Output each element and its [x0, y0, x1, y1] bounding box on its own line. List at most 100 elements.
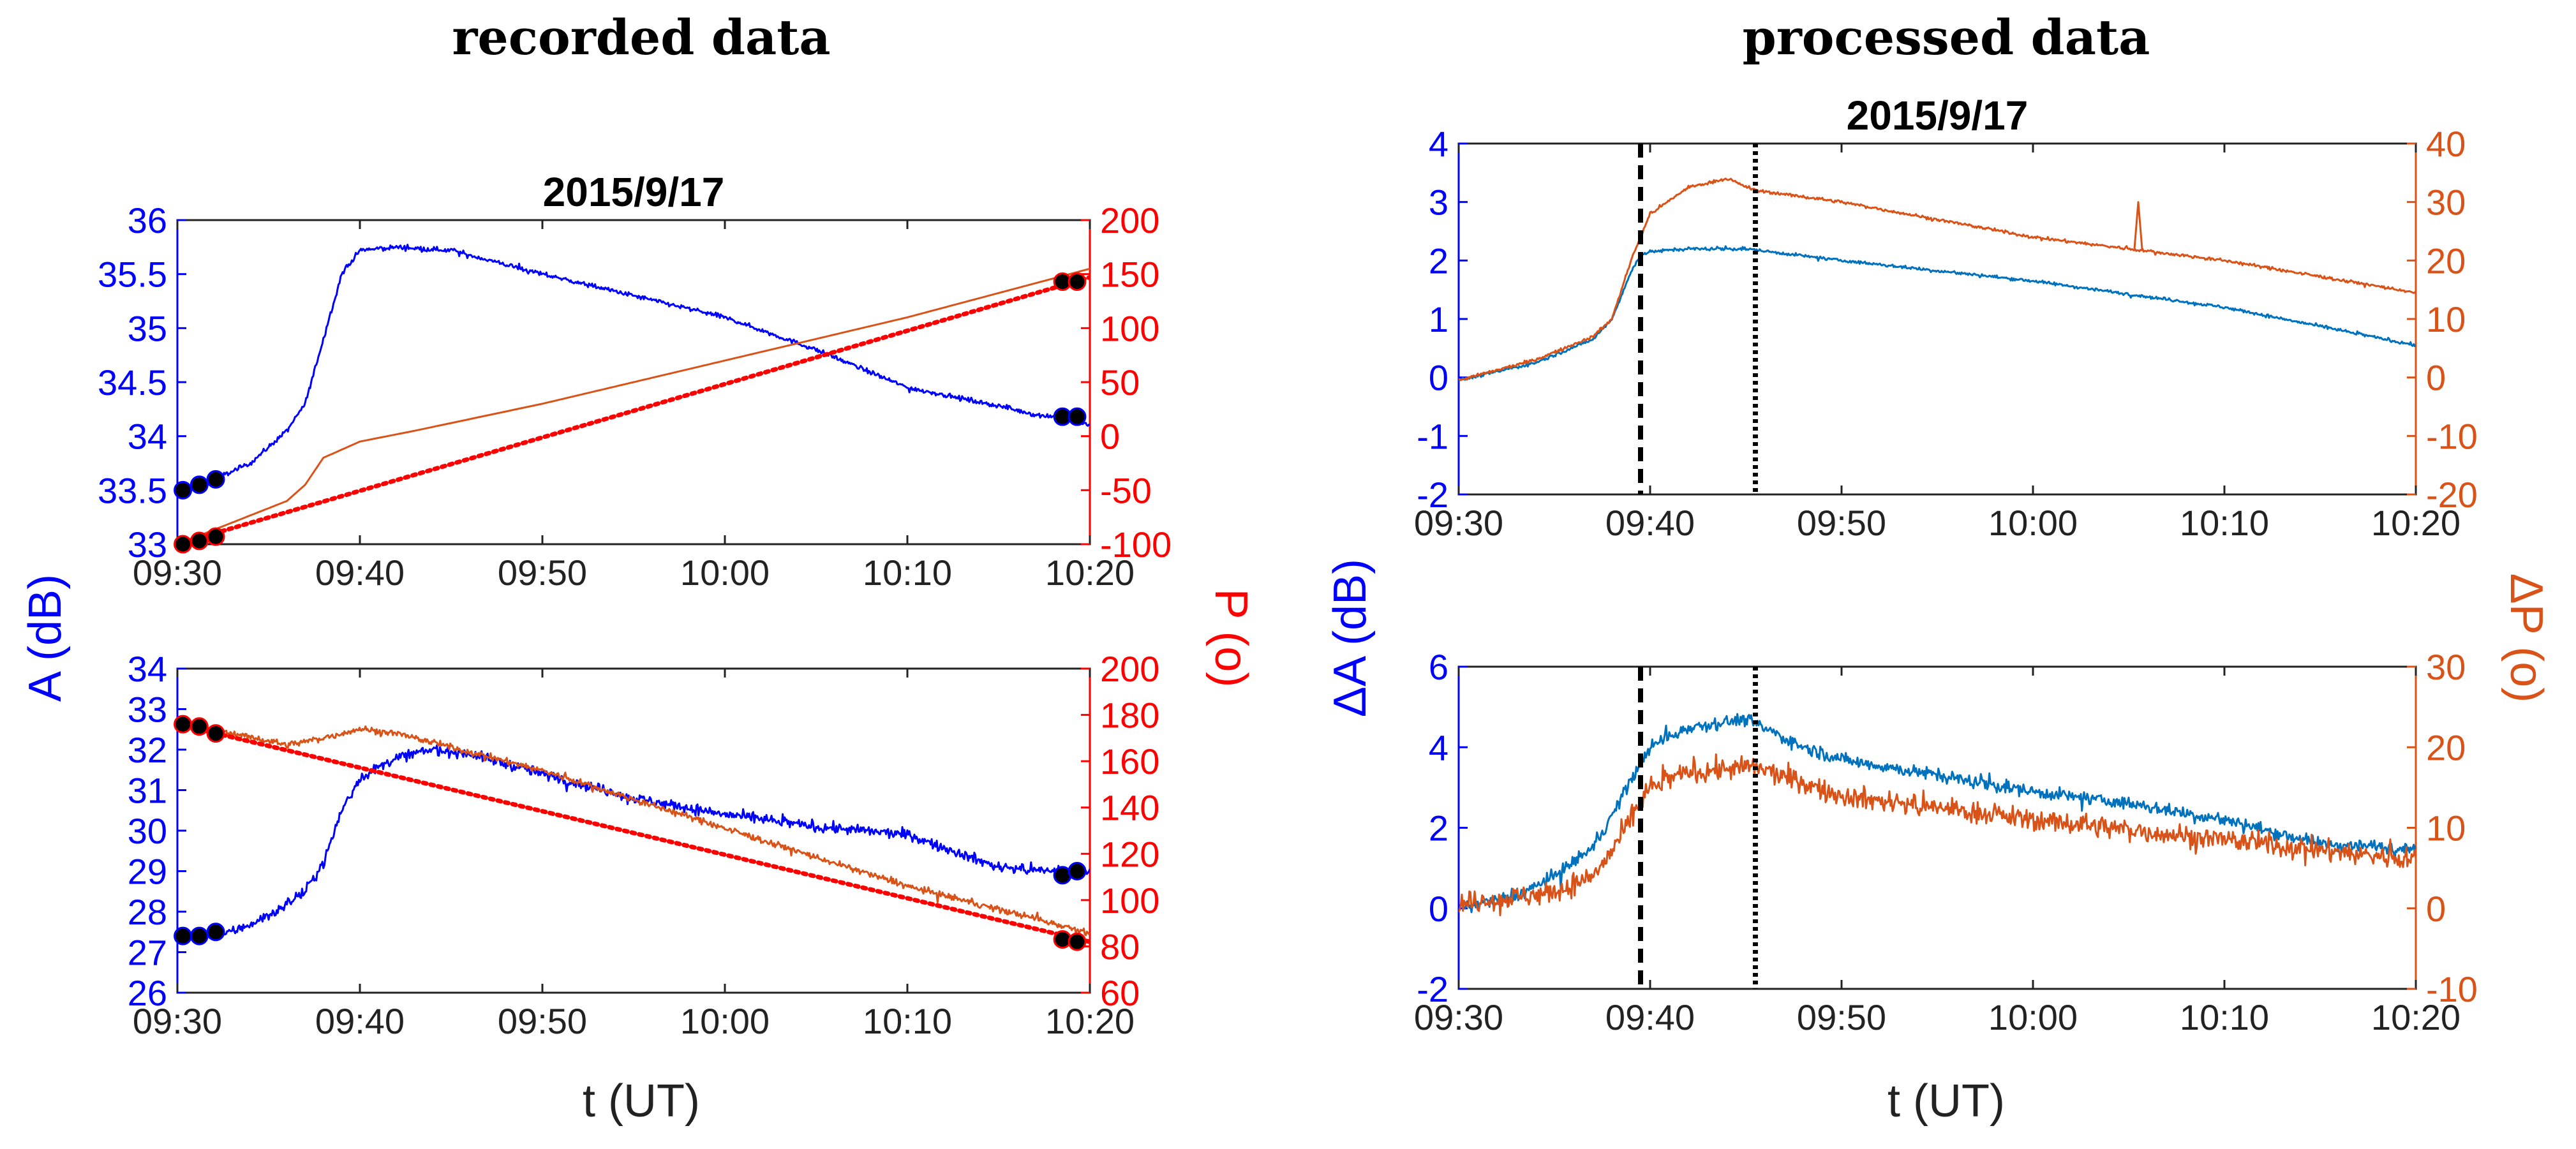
recorded_top-ytick-right-label: -50 [1100, 470, 1152, 510]
processed_top-plot-area [1459, 177, 2416, 382]
recorded_top-xtick-label: 10:20 [1045, 552, 1135, 593]
recorded_top-marker [174, 480, 193, 500]
recorded_top-marker [190, 531, 209, 551]
recorded_bottom-marker [174, 715, 193, 734]
recorded_bottom-marker [190, 717, 209, 736]
recorded_bottom-ytick-left-label: 31 [128, 771, 167, 811]
processed_top-ytick-left-label: -2 [1417, 475, 1448, 515]
recorded_top-ytick-right-label: 200 [1100, 200, 1159, 241]
processed_bottom-ytick-left-label: 4 [1429, 727, 1448, 767]
recorded_top-xtick-label: 09:50 [498, 552, 587, 593]
processed_bottom-ytick-left-label: 2 [1429, 808, 1448, 849]
processed_top-ytick-left-label: 1 [1429, 299, 1448, 339]
recorded_bottom-ytick-left-label: 33 [128, 690, 167, 730]
recorded_bottom-ytick-right-label: 180 [1100, 695, 1159, 736]
recorded_top-marker [174, 535, 193, 554]
processed_top-ytick-left-label: 4 [1429, 124, 1448, 164]
processed-amplitude-axis-label: ΔA (dB) [1325, 559, 1376, 717]
processed_bottom-ytick-right-label: 20 [2426, 727, 2466, 767]
recorded_top-ytick-right-label: 150 [1100, 255, 1159, 295]
recorded_top-ytick-right-label: -100 [1100, 524, 1172, 565]
processed_bottom-ytick-right-label: -10 [2426, 969, 2478, 1009]
processed_bottom-xtick-label: 09:50 [1797, 997, 1886, 1037]
processed_top-series--a [1459, 245, 2416, 382]
processed_bottom-xtick-label: 10:10 [2180, 997, 2269, 1037]
recorded_top-marker [190, 475, 209, 494]
processed_top-xtick-label: 09:50 [1797, 503, 1886, 543]
processed_top-title: 2015/9/17 [1847, 93, 2029, 138]
processed_bottom-xtick-label: 09:40 [1605, 997, 1695, 1037]
recorded_bottom-plot-area [177, 721, 1090, 944]
recorded_top-marker [206, 527, 225, 546]
recorded_top-xtick-label: 10:00 [680, 552, 770, 593]
recorded_top-marker [1068, 272, 1087, 292]
recorded_bottom-marker [174, 926, 193, 945]
processed_bottom-xtick-label: 09:30 [1414, 997, 1503, 1037]
recorded_bottom-ytick-right-label: 160 [1100, 741, 1159, 782]
processed_bottom-series--a [1459, 713, 2416, 914]
processed_top-xtick-label: 09:30 [1414, 503, 1503, 543]
recorded_top-ytick-left-label: 34.5 [98, 362, 167, 403]
recorded-time-axis-label: t (UT) [583, 1076, 700, 1127]
recorded_top-ytick-right-label: 50 [1100, 362, 1140, 403]
recorded_top-plot-area [177, 244, 1090, 544]
recorded_bottom-ytick-left-label: 32 [128, 730, 167, 770]
processed_top-ytick-right-label: 30 [2426, 182, 2466, 223]
recorded_top-ytick-right-label: 100 [1100, 308, 1159, 348]
recorded_bottom-ytick-left-label: 26 [128, 973, 167, 1013]
recorded_bottom-marker [206, 724, 225, 743]
recorded_bottom-xtick-label: 10:00 [680, 1001, 770, 1041]
processed_top-ytick-right-label: 40 [2426, 124, 2466, 164]
processed_top-xtick-label: 10:10 [2180, 503, 2269, 543]
recorded_top-ytick-right-label: 0 [1100, 417, 1120, 457]
processed_bottom-ytick-left-label: -2 [1417, 969, 1448, 1009]
recorded_bottom-xtick-label: 09:30 [133, 1001, 222, 1041]
processed_bottom-xtick-label: 10:00 [1988, 997, 2078, 1037]
recorded_bottom-marker [206, 923, 225, 942]
processed_top-ytick-left-label: 0 [1429, 358, 1448, 398]
processed_bottom-ytick-right-label: 0 [2426, 889, 2446, 929]
processed_bottom-plot-area [1459, 713, 2416, 917]
recorded_bottom-marker [1068, 862, 1087, 880]
processed_top-xtick-label: 10:00 [1988, 503, 2078, 543]
processed_top-ytick-right-label: -10 [2426, 416, 2478, 456]
recorded_bottom-ytick-right-label: 200 [1100, 649, 1159, 689]
recorded_bottom-xtick-label: 09:40 [315, 1001, 405, 1041]
processed_bottom-xtick-label: 10:20 [2371, 997, 2461, 1037]
recorded_top-xtick-label: 09:30 [133, 552, 222, 593]
recorded_bottom-xtick-label: 09:50 [498, 1001, 587, 1041]
recorded_top-xtick-label: 10:10 [863, 552, 952, 593]
processed_top-xtick-label: 10:20 [2371, 503, 2461, 543]
recorded_top-series-phase [177, 267, 1090, 544]
processed-time-axis-label: t (UT) [1887, 1076, 2005, 1127]
processed_top-ytick-left-label: -1 [1417, 416, 1448, 456]
recorded_top-title: 2015/9/17 [543, 169, 725, 215]
recorded_bottom-ytick-left-label: 34 [128, 649, 167, 689]
recorded-amplitude-axis-label: A (dB) [20, 574, 71, 702]
processed-section-title: processed data [1743, 9, 2150, 66]
processed_top-ytick-right-label: 20 [2426, 241, 2466, 281]
recorded_bottom-ytick-right-label: 80 [1100, 926, 1140, 967]
processed-phase-axis-label: ΔP (o) [2501, 574, 2552, 703]
processed-bottom-panel: 09:30 09:40 09:50 10:00 10:10 10:20 -2 0 2 4 6 -10 0… [1414, 647, 2478, 1037]
recorded-section-title: recorded data [452, 9, 830, 66]
processed_top-series--p-spike [2133, 201, 2143, 249]
processed_bottom-series--p [1459, 753, 2416, 917]
recorded_top-marker [1068, 407, 1087, 426]
recorded_top-series-amplitude [177, 244, 1090, 491]
recorded-top-panel: 2015/9/17 09:30 09:40 09:50 10:00 10:10 10:20 3… [98, 169, 1172, 593]
processed_bottom-ytick-right-label: 30 [2426, 647, 2466, 687]
recorded_bottom-ytick-left-label: 29 [128, 852, 167, 892]
processed_top-ytick-left-label: 2 [1429, 241, 1448, 281]
processed_top-series--p [1459, 177, 2416, 382]
recorded_bottom-series-amplitude [177, 744, 1090, 940]
recorded_bottom-xtick-label: 10:10 [863, 1001, 952, 1041]
recorded_bottom-ytick-left-label: 30 [128, 811, 167, 851]
recorded_bottom-marker [1068, 932, 1087, 951]
recorded_top-series-phase-fit [177, 275, 1090, 544]
recorded_bottom-marker [190, 926, 209, 945]
processed_bottom-ytick-left-label: 6 [1429, 647, 1448, 687]
recorded_top-ytick-left-label: 35 [128, 308, 167, 348]
processed_bottom-ytick-right-label: 10 [2426, 808, 2466, 849]
